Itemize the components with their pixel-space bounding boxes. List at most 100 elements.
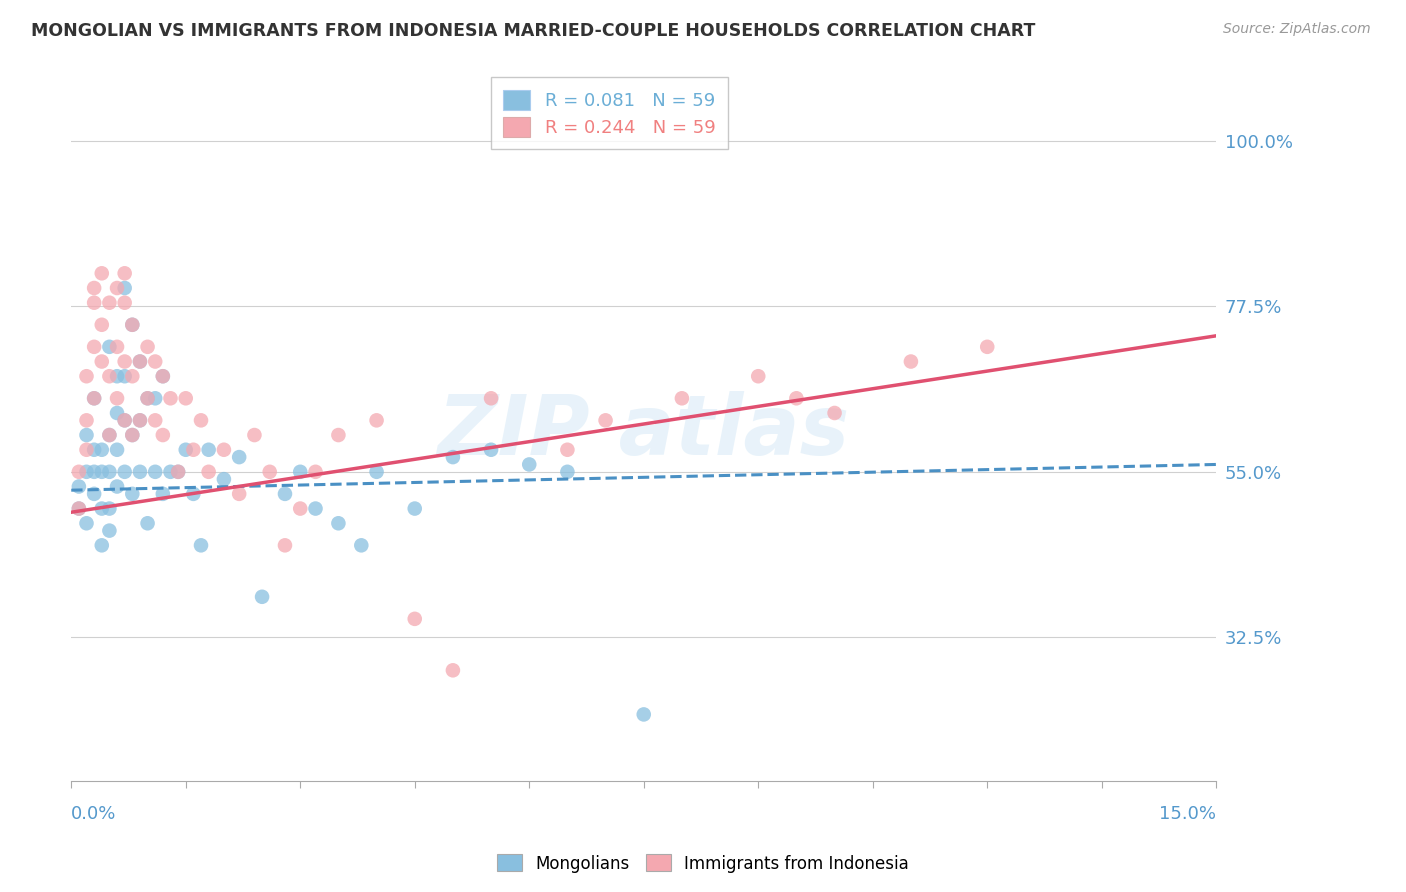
Point xyxy=(517,458,540,472)
Point xyxy=(98,428,121,442)
Point xyxy=(98,369,121,384)
Point xyxy=(290,501,312,516)
Point xyxy=(441,450,464,464)
Point xyxy=(183,487,205,501)
Point xyxy=(350,538,373,552)
Point xyxy=(304,501,326,516)
Point xyxy=(129,354,152,368)
Point xyxy=(76,516,98,531)
Point xyxy=(190,413,212,427)
Point xyxy=(183,442,205,457)
Text: MONGOLIAN VS IMMIGRANTS FROM INDONESIA MARRIED-COUPLE HOUSEHOLDS CORRELATION CHA: MONGOLIAN VS IMMIGRANTS FROM INDONESIA M… xyxy=(31,22,1035,40)
Point xyxy=(671,392,693,406)
Point xyxy=(121,487,143,501)
Point xyxy=(243,428,266,442)
Point xyxy=(114,281,136,295)
Point xyxy=(121,428,143,442)
Point xyxy=(98,524,121,538)
Point xyxy=(197,442,219,457)
Point xyxy=(747,369,769,384)
Legend: Mongolians, Immigrants from Indonesia: Mongolians, Immigrants from Indonesia xyxy=(491,847,915,880)
Point xyxy=(595,413,617,427)
Text: 15.0%: 15.0% xyxy=(1159,805,1216,823)
Point xyxy=(136,392,159,406)
Point xyxy=(159,465,181,479)
Point xyxy=(441,663,464,677)
Point xyxy=(129,465,152,479)
Point xyxy=(633,707,655,722)
Point xyxy=(90,318,112,332)
Point xyxy=(900,354,922,368)
Point xyxy=(228,450,250,464)
Point xyxy=(67,501,90,516)
Point xyxy=(190,538,212,552)
Point xyxy=(479,392,502,406)
Point xyxy=(129,413,152,427)
Point xyxy=(98,501,121,516)
Point xyxy=(290,465,312,479)
Point xyxy=(114,369,136,384)
Point xyxy=(83,295,105,310)
Point xyxy=(174,392,197,406)
Point xyxy=(197,465,219,479)
Point xyxy=(274,487,297,501)
Point xyxy=(129,413,152,427)
Point xyxy=(98,295,121,310)
Point xyxy=(121,369,143,384)
Point xyxy=(83,465,105,479)
Point xyxy=(76,442,98,457)
Point xyxy=(83,392,105,406)
Point xyxy=(143,354,166,368)
Point xyxy=(328,428,350,442)
Point xyxy=(114,465,136,479)
Point xyxy=(557,442,579,457)
Point xyxy=(228,487,250,501)
Point xyxy=(105,479,128,493)
Point xyxy=(152,369,174,384)
Point xyxy=(90,354,112,368)
Text: Source: ZipAtlas.com: Source: ZipAtlas.com xyxy=(1223,22,1371,37)
Point xyxy=(114,266,136,280)
Point xyxy=(136,516,159,531)
Point xyxy=(274,538,297,552)
Point xyxy=(404,501,426,516)
Point xyxy=(152,369,174,384)
Point xyxy=(90,538,112,552)
Point xyxy=(167,465,190,479)
Point xyxy=(83,340,105,354)
Point xyxy=(90,501,112,516)
Point xyxy=(105,406,128,420)
Point xyxy=(67,501,90,516)
Point xyxy=(83,281,105,295)
Point xyxy=(105,369,128,384)
Point xyxy=(366,465,388,479)
Point xyxy=(212,442,235,457)
Point xyxy=(76,413,98,427)
Text: 0.0%: 0.0% xyxy=(72,805,117,823)
Point xyxy=(785,392,807,406)
Point xyxy=(83,392,105,406)
Point xyxy=(212,472,235,486)
Text: ZIP atlas: ZIP atlas xyxy=(437,391,849,472)
Point xyxy=(143,413,166,427)
Point xyxy=(98,465,121,479)
Point xyxy=(76,428,98,442)
Point xyxy=(976,340,998,354)
Point xyxy=(76,369,98,384)
Point xyxy=(90,465,112,479)
Point xyxy=(167,465,190,479)
Point xyxy=(250,590,273,604)
Point xyxy=(83,442,105,457)
Point xyxy=(121,318,143,332)
Point xyxy=(114,413,136,427)
Legend: R = 0.081   N = 59, R = 0.244   N = 59: R = 0.081 N = 59, R = 0.244 N = 59 xyxy=(491,78,728,150)
Point xyxy=(114,354,136,368)
Point xyxy=(174,442,197,457)
Point xyxy=(136,392,159,406)
Point xyxy=(121,428,143,442)
Point xyxy=(304,465,326,479)
Point xyxy=(159,392,181,406)
Point xyxy=(824,406,846,420)
Point xyxy=(67,465,90,479)
Point xyxy=(328,516,350,531)
